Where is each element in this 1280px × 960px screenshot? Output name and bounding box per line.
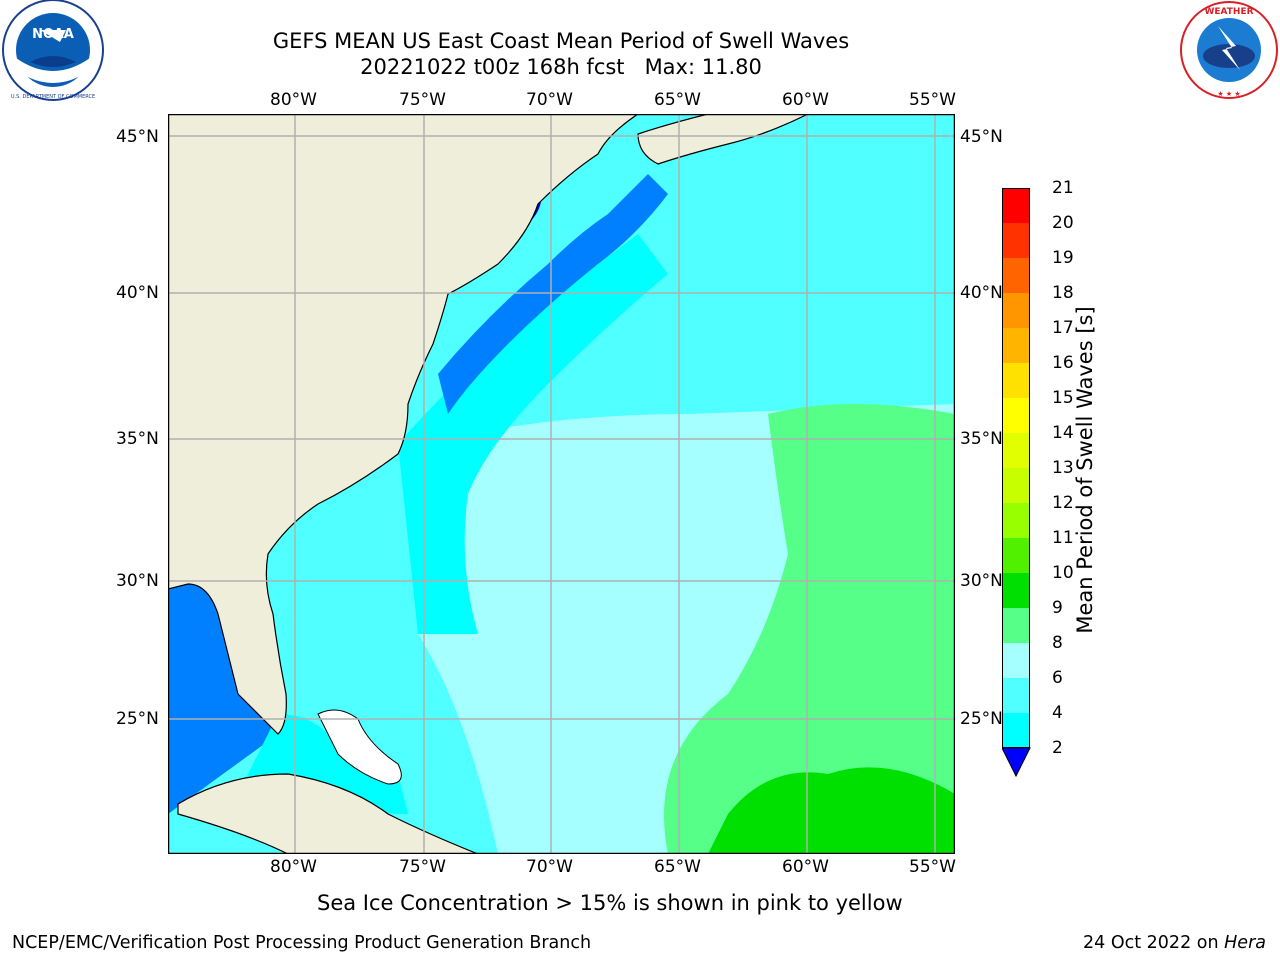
land-cuba xyxy=(177,773,479,854)
svg-text:★ ★ ★: ★ ★ ★ xyxy=(1217,90,1240,98)
colorbar-tick-label: 2 xyxy=(1052,738,1063,758)
map-panel xyxy=(168,114,955,854)
nws-logo: WEATHER ★ ★ ★ xyxy=(1178,0,1280,102)
lat-label-left: 35°N xyxy=(116,429,159,449)
colorbar-extend-triangle xyxy=(1002,747,1031,778)
colorbar-segment xyxy=(1002,223,1030,258)
footer-credit: NCEP/EMC/Verification Post Processing Pr… xyxy=(12,933,592,953)
colorbar-segment xyxy=(1002,433,1030,468)
lon-label-top: 60°W xyxy=(782,90,829,110)
lon-label-bottom: 70°W xyxy=(526,857,573,877)
lon-label-bottom: 55°W xyxy=(909,857,956,877)
footer-run-info: 24 Oct 2022 on Hera xyxy=(1083,933,1266,953)
colorbar-tick-label: 20 xyxy=(1052,213,1074,233)
colorbar-tick-label: 13 xyxy=(1052,458,1074,478)
lat-label-left: 45°N xyxy=(116,127,159,147)
footer-date: 24 Oct 2022 on xyxy=(1083,933,1225,953)
colorbar-segment xyxy=(1002,608,1030,643)
lon-label-bottom: 80°W xyxy=(270,857,317,877)
colorbar-segment xyxy=(1002,503,1030,538)
colorbar-tick-label: 4 xyxy=(1052,703,1063,723)
colorbar-tick-label: 10 xyxy=(1052,563,1074,583)
colorbar-segment xyxy=(1002,538,1030,573)
swell-period-10-11s xyxy=(708,767,955,854)
colorbar-segment xyxy=(1002,678,1030,713)
lon-label-bottom: 65°W xyxy=(654,857,701,877)
lat-label-left: 30°N xyxy=(116,571,159,591)
colorbar-segment xyxy=(1002,258,1030,293)
lat-label-right: 45°N xyxy=(960,127,1003,147)
svg-text:WEATHER: WEATHER xyxy=(1204,7,1253,17)
colorbar-title: Mean Period of Swell Waves [s] xyxy=(1073,306,1097,634)
svg-text:NOAA: NOAA xyxy=(32,27,74,42)
swell-period-9-10s xyxy=(664,404,955,854)
colorbar-tick-label: 19 xyxy=(1052,248,1074,268)
colorbar-segment xyxy=(1002,573,1030,608)
colorbar-tick-label: 16 xyxy=(1052,353,1074,373)
lat-label-right: 30°N xyxy=(960,571,1003,591)
chart-title: GEFS MEAN US East Coast Mean Period of S… xyxy=(272,29,850,53)
lon-label-top: 75°W xyxy=(399,90,446,110)
colorbar-segment xyxy=(1002,188,1030,223)
noaa-logo: NOAA U.S. DEPARTMENT OF COMMERCE xyxy=(0,0,106,106)
colorbar-segment xyxy=(1002,713,1030,748)
lon-label-top: 55°W xyxy=(909,90,956,110)
colorbar-tick-label: 18 xyxy=(1052,283,1074,303)
lon-label-top: 70°W xyxy=(526,90,573,110)
svg-text:U.S. DEPARTMENT OF COMMERCE: U.S. DEPARTMENT OF COMMERCE xyxy=(11,94,95,100)
colorbar-segment xyxy=(1002,643,1030,678)
colorbar-segment xyxy=(1002,293,1030,328)
swell-period-2-4s-gulf xyxy=(168,584,278,814)
colorbar-tick-label: 9 xyxy=(1052,598,1063,618)
footer-machine: Hera xyxy=(1224,933,1266,953)
graticule xyxy=(168,114,955,854)
colorbar-tick-label: 6 xyxy=(1052,668,1063,688)
lat-label-left: 40°N xyxy=(116,283,159,303)
lat-label-left: 25°N xyxy=(116,709,159,729)
lat-label-right: 25°N xyxy=(960,709,1003,729)
colorbar-tick-label: 12 xyxy=(1052,493,1074,513)
colorbar-tick-label: 8 xyxy=(1052,633,1063,653)
land-nova-scotia xyxy=(637,114,809,165)
land-bahamas xyxy=(317,709,402,785)
lat-label-right: 40°N xyxy=(960,283,1003,303)
colorbar-segment xyxy=(1002,468,1030,503)
swell-period-2-4s-north xyxy=(438,174,668,414)
colorbar-tick-label: 14 xyxy=(1052,423,1074,443)
colorbar xyxy=(1002,188,1034,782)
colorbar-tick-label: 17 xyxy=(1052,318,1074,338)
lon-label-bottom: 60°W xyxy=(782,857,829,877)
colorbar-segment xyxy=(1002,398,1030,433)
lon-label-top: 65°W xyxy=(654,90,701,110)
land-north-america xyxy=(168,114,640,735)
lon-label-top: 80°W xyxy=(270,90,317,110)
sea-ice-note: Sea Ice Concentration > 15% is shown in … xyxy=(317,891,903,915)
colorbar-tick-label: 11 xyxy=(1052,528,1074,548)
chart-subtitle: 20221022 t00z 168h fcst Max: 11.80 xyxy=(360,55,762,79)
colorbar-segment xyxy=(1002,328,1030,363)
lat-label-right: 35°N xyxy=(960,429,1003,449)
colorbar-segment xyxy=(1002,363,1030,398)
colorbar-tick-label: 21 xyxy=(1052,178,1074,198)
colorbar-tick-label: 15 xyxy=(1052,388,1074,408)
lon-label-bottom: 75°W xyxy=(399,857,446,877)
